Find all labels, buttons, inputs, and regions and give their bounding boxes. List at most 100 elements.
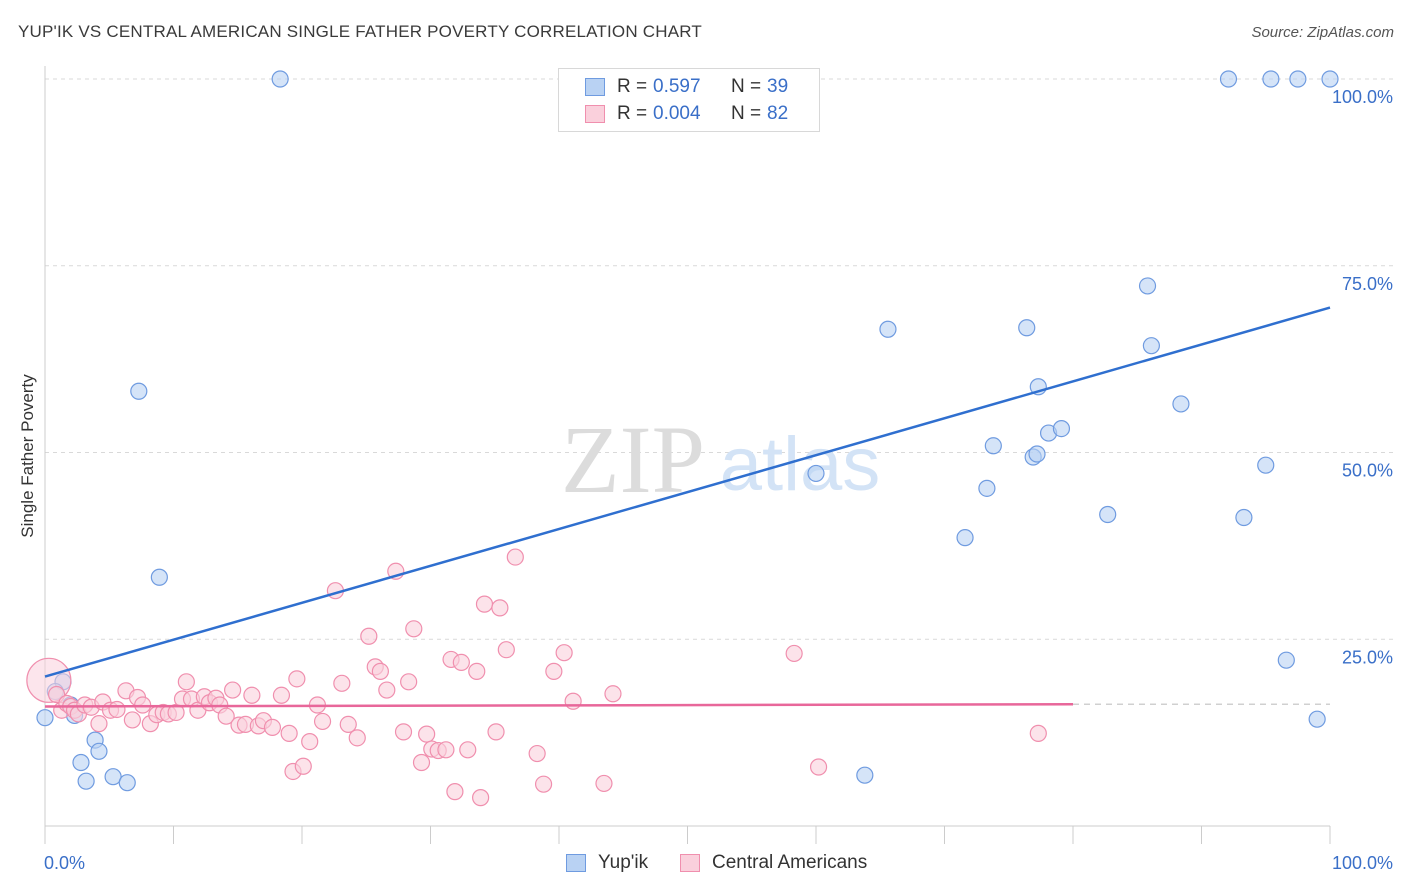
- data-point: [1321, 70, 1339, 88]
- data-point: [472, 789, 490, 807]
- chart-title: YUP'IK VS CENTRAL AMERICAN SINGLE FATHER…: [18, 22, 702, 41]
- y-tick-label: 100.0%: [1332, 87, 1393, 107]
- legend-box: R = 0.597 N = 39 R = 0.004 N = 82: [558, 68, 820, 132]
- data-point: [333, 674, 351, 692]
- data-point: [108, 700, 126, 719]
- data-point: [1308, 710, 1326, 728]
- y-tick-label: 25.0%: [1342, 647, 1393, 667]
- legend-n-label: N =: [731, 76, 762, 97]
- data-point: [224, 681, 242, 699]
- legend-n-label: N =: [731, 103, 762, 124]
- data-point: [978, 479, 996, 497]
- data-point: [371, 662, 389, 680]
- legend-row-central-americans: R = 0.004 N = 82: [585, 102, 788, 126]
- data-point: [534, 775, 553, 793]
- data-point: [90, 715, 108, 733]
- tick-labels: 25.0% 50.0% 75.0% 100.0% 0.0% 100.0%: [44, 87, 1393, 873]
- data-point: [400, 673, 418, 691]
- legend-swatch-yupik: [585, 78, 605, 96]
- data-point: [564, 692, 582, 710]
- y-tick-label: 75.0%: [1342, 274, 1393, 294]
- data-point: [130, 382, 148, 400]
- data-point: [1289, 70, 1307, 88]
- data-point: [604, 685, 622, 703]
- legend-n-value: 82: [767, 103, 789, 124]
- data-point: [497, 641, 515, 659]
- data-point: [1219, 70, 1238, 88]
- bottom-legend-central-americans: Central Americans: [680, 852, 867, 874]
- data-point: [272, 686, 291, 704]
- data-point: [77, 772, 95, 790]
- data-point: [984, 437, 1002, 455]
- data-point: [263, 718, 282, 736]
- data-point: [418, 725, 436, 743]
- legend-r-value: 0.004: [653, 103, 701, 124]
- data-point: [72, 753, 90, 772]
- data-point: [177, 673, 195, 691]
- series-central-americans: [26, 548, 1047, 807]
- data-point: [468, 662, 486, 680]
- data-point: [1029, 724, 1047, 742]
- y-tick-label: 50.0%: [1342, 461, 1393, 481]
- legend-row-yupik: R = 0.597 N = 39: [585, 75, 788, 99]
- data-point: [528, 744, 546, 763]
- bottom-legend-swatch-central-americans: [680, 854, 700, 872]
- legend-n-value: 39: [767, 76, 789, 97]
- data-point: [394, 723, 413, 741]
- data-point: [360, 627, 378, 645]
- data-point: [339, 715, 357, 734]
- data-point: [134, 696, 152, 714]
- data-point: [271, 70, 289, 88]
- data-point: [1257, 456, 1275, 474]
- watermark-atlas: atlas: [720, 422, 881, 507]
- data-point: [378, 681, 396, 699]
- data-point: [809, 758, 828, 776]
- bottom-legend-yupik: Yup'ik: [566, 852, 648, 874]
- data-point: [150, 568, 168, 586]
- data-point: [1138, 277, 1157, 295]
- data-point: [348, 729, 366, 747]
- data-point: [243, 686, 261, 704]
- legend-r-label: R =: [617, 103, 648, 124]
- data-point: [1052, 419, 1071, 438]
- bottom-legend-swatch-yupik: [566, 854, 586, 872]
- trend-line-central-americans: [44, 702, 1074, 708]
- data-point: [459, 741, 477, 759]
- data-point: [475, 595, 494, 613]
- data-point: [491, 599, 509, 617]
- data-point: [280, 724, 298, 742]
- data-point: [405, 620, 423, 638]
- data-point: [506, 548, 524, 566]
- bottom-legend-label-central-americans: Central Americans: [712, 852, 868, 873]
- trend-line-yupik: [44, 306, 1331, 678]
- data-point: [118, 774, 136, 792]
- watermark-zip: ZIP: [561, 406, 705, 513]
- legend-r-label: R =: [617, 76, 648, 97]
- y-axis-label: Single Father Poverty: [18, 374, 37, 538]
- data-point: [1028, 445, 1046, 463]
- data-point: [1172, 395, 1190, 413]
- bottom-legend: Yup'ik Central Americans: [0, 852, 1406, 878]
- data-point: [545, 662, 563, 680]
- data-point: [1018, 319, 1036, 337]
- data-point: [301, 732, 319, 751]
- data-point: [1142, 337, 1160, 355]
- data-point: [90, 742, 108, 760]
- data-point: [123, 711, 141, 729]
- data-point: [807, 464, 825, 483]
- data-point: [437, 741, 455, 759]
- data-point: [1235, 508, 1253, 527]
- x-tick-label-max: 100.0%: [1332, 853, 1393, 873]
- data-point: [956, 529, 974, 547]
- data-point: [487, 723, 505, 741]
- trend-lines: [44, 306, 1331, 708]
- data-point: [555, 644, 573, 662]
- data-point: [412, 753, 431, 772]
- gridlines: [45, 78, 1395, 640]
- data-point: [856, 766, 874, 784]
- bottom-legend-label-yupik: Yup'ik: [598, 852, 649, 873]
- data-point: [313, 712, 332, 731]
- data-point: [217, 707, 235, 725]
- data-point: [879, 320, 897, 338]
